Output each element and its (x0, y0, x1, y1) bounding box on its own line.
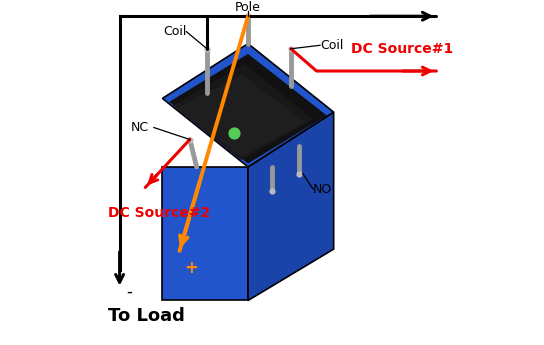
Text: DC Source#1: DC Source#1 (351, 42, 453, 56)
Text: -: - (126, 283, 132, 301)
Polygon shape (176, 75, 306, 157)
Text: Coil: Coil (163, 25, 187, 38)
Text: +: + (184, 259, 199, 277)
Text: NC: NC (131, 121, 149, 134)
Point (230, 130, 239, 136)
Polygon shape (172, 64, 313, 160)
Text: Pole: Pole (235, 1, 261, 14)
Polygon shape (169, 54, 327, 164)
Text: To Load: To Load (108, 307, 184, 325)
Polygon shape (163, 167, 248, 300)
Polygon shape (163, 43, 333, 167)
Text: NO: NO (313, 183, 332, 196)
Polygon shape (248, 112, 333, 300)
Text: DC Source#2: DC Source#2 (108, 206, 210, 220)
Text: Coil: Coil (320, 39, 343, 52)
